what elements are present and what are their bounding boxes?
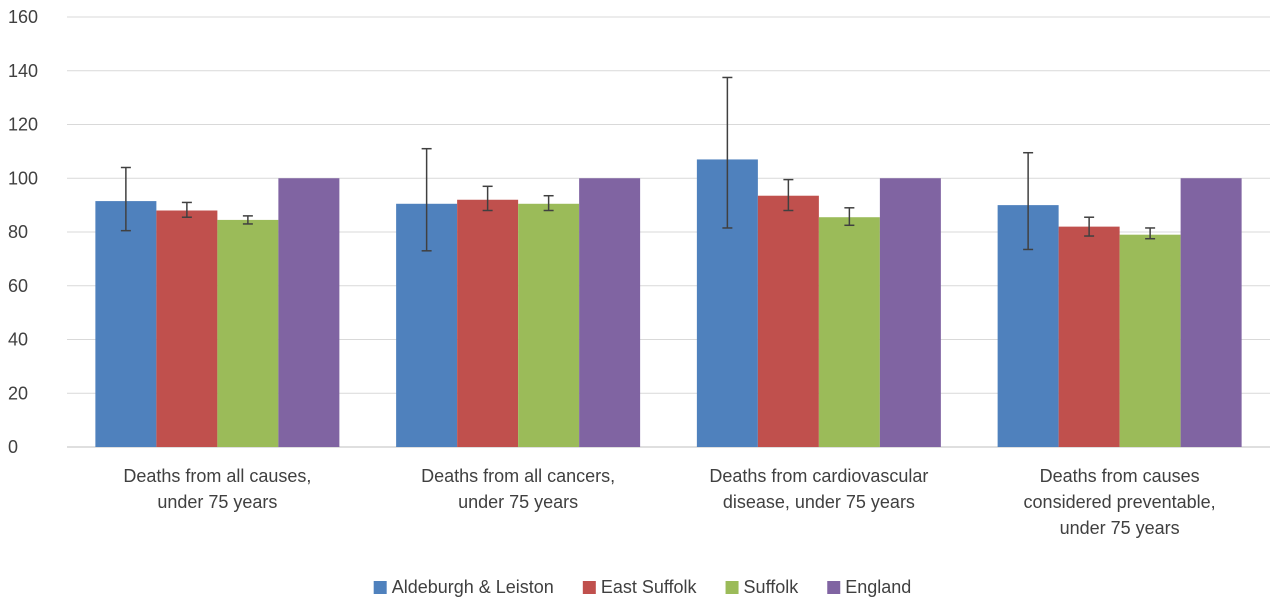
legend: Aldeburgh & Leiston East Suffolk Suffolk En… [373, 577, 911, 597]
x-axis-category-labels: Deaths from all causes, under 75 years Dea… [123, 466, 1215, 538]
x-category-label: Deaths from all causes, [123, 466, 311, 486]
y-tick-label: 140 [8, 61, 38, 81]
bars [95, 159, 1242, 447]
x-category-label: considered preventable, [1024, 492, 1216, 512]
bar [1058, 226, 1120, 447]
bar [757, 195, 819, 447]
legend-label: East Suffolk [601, 577, 698, 597]
legend-label: England [845, 577, 911, 597]
bar [518, 203, 580, 447]
x-category-label: Deaths from all cancers, [421, 466, 615, 486]
bar [879, 178, 941, 447]
y-tick-label: 20 [8, 383, 28, 403]
bar [156, 210, 218, 447]
error-bars [120, 76, 1156, 252]
legend-item: Suffolk [725, 577, 800, 597]
x-category-label: under 75 years [458, 492, 578, 512]
y-tick-label: 160 [8, 7, 38, 27]
legend-item: England [827, 577, 911, 597]
y-tick-label: 60 [8, 276, 28, 296]
y-tick-label: 120 [8, 115, 38, 135]
legend-label: Suffolk [744, 577, 800, 597]
legend-swatch [373, 581, 387, 594]
legend-label: Aldeburgh & Leiston [392, 577, 554, 597]
bar [95, 201, 157, 447]
bar [1119, 234, 1181, 447]
x-category-label: Deaths from cardiovascular [709, 466, 928, 486]
bar [457, 199, 519, 447]
y-tick-label: 100 [8, 168, 38, 188]
x-category-label: under 75 years [157, 492, 277, 512]
y-tick-label: 40 [8, 330, 28, 350]
bar [217, 219, 279, 447]
legend-item: Aldeburgh & Leiston [373, 577, 554, 597]
legend-swatch [827, 581, 841, 594]
y-tick-label: 0 [8, 437, 18, 457]
bar [579, 178, 641, 447]
x-category-label: Deaths from causes [1040, 466, 1200, 486]
x-category-label: disease, under 75 years [723, 492, 915, 512]
legend-swatch [582, 581, 596, 594]
bar [818, 217, 880, 447]
bar [278, 178, 340, 447]
x-category-label: under 75 years [1060, 518, 1180, 538]
bar [1180, 178, 1242, 447]
legend-swatch [725, 581, 739, 594]
legend-item: East Suffolk [582, 577, 698, 597]
y-tick-label: 80 [8, 222, 28, 242]
y-axis-tick-labels: 0 20 40 60 80 100 120 140 160 [8, 7, 38, 457]
